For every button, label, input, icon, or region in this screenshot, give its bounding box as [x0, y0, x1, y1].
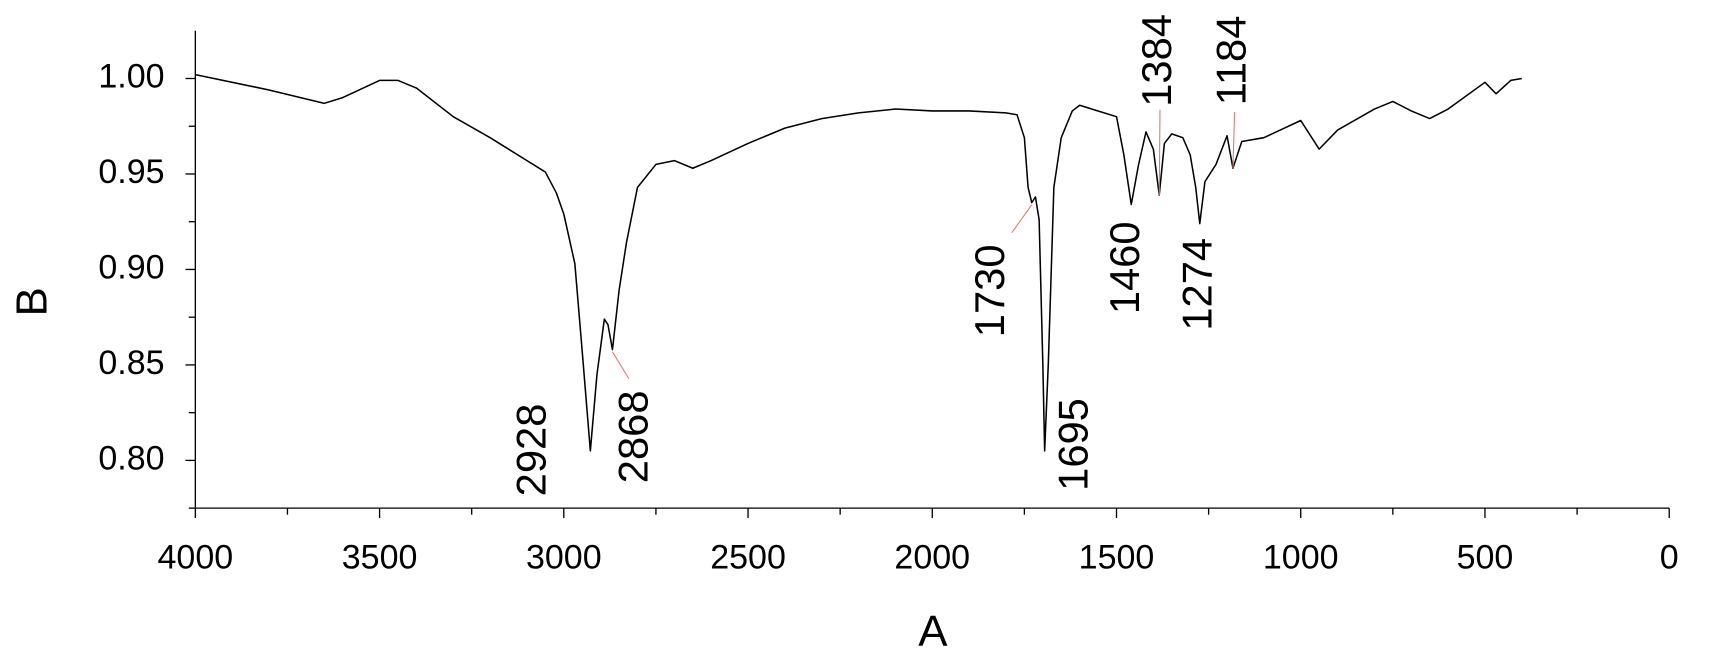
x-tick-label: 2500: [710, 539, 786, 577]
peak-label: 1184: [1208, 16, 1255, 106]
leader-line: [1158, 109, 1161, 195]
peak-label: 1730: [966, 244, 1013, 337]
x-tick-label: 0: [1660, 539, 1679, 577]
x-axis-label: A: [918, 607, 948, 656]
spectrum-line: [195, 73, 1522, 452]
peak-label: 2868: [610, 390, 657, 483]
leader-line: [611, 351, 630, 379]
peak-label: 1274: [1174, 238, 1221, 331]
y-axis-label: B: [8, 287, 57, 316]
y-tick-label: 0.95: [98, 153, 164, 191]
y-tick-label: 0.90: [98, 248, 164, 286]
x-tick-label: 1000: [1263, 539, 1339, 577]
peak-label: 2928: [507, 404, 554, 497]
x-tick-label: 1500: [1079, 539, 1155, 577]
x-tick-label: 3000: [526, 539, 602, 577]
x-tick-label: 500: [1457, 539, 1514, 577]
y-tick-label: 0.85: [98, 344, 164, 382]
x-tick-label: 3500: [342, 539, 418, 577]
peak-label: 1384: [1133, 14, 1180, 107]
peak-label: 1695: [1050, 398, 1097, 491]
leader-line: [1011, 204, 1033, 234]
leader-line: [1232, 111, 1236, 169]
y-tick-label: 1.00: [98, 57, 164, 95]
x-tick-label: 4000: [158, 539, 234, 577]
peak-label: 1460: [1101, 221, 1148, 314]
x-tick-label: 2000: [894, 539, 970, 577]
y-tick-label: 0.80: [98, 439, 164, 477]
